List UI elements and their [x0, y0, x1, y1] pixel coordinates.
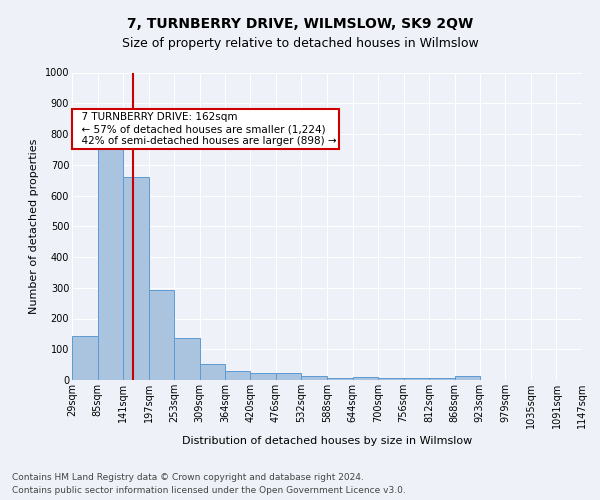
Bar	[455, 376, 480, 380]
Bar	[301, 376, 327, 380]
Bar	[250, 373, 276, 380]
Bar	[225, 371, 250, 380]
Text: Size of property relative to detached houses in Wilmslow: Size of property relative to detached ho…	[122, 38, 478, 51]
Bar	[123, 177, 149, 380]
Text: 7 TURNBERRY DRIVE: 162sqm
  ← 57% of detached houses are smaller (1,224)
  42% o: 7 TURNBERRY DRIVE: 162sqm ← 57% of detac…	[75, 112, 337, 146]
X-axis label: Distribution of detached houses by size in Wilmslow: Distribution of detached houses by size …	[182, 436, 472, 446]
Y-axis label: Number of detached properties: Number of detached properties	[29, 138, 39, 314]
Bar	[200, 364, 225, 380]
Bar	[174, 338, 200, 380]
Bar	[276, 373, 301, 380]
Text: Contains HM Land Registry data © Crown copyright and database right 2024.: Contains HM Land Registry data © Crown c…	[12, 474, 364, 482]
Bar	[429, 378, 455, 380]
Bar	[353, 377, 378, 380]
Text: 7, TURNBERRY DRIVE, WILMSLOW, SK9 2QW: 7, TURNBERRY DRIVE, WILMSLOW, SK9 2QW	[127, 18, 473, 32]
Bar	[327, 378, 353, 380]
Bar	[98, 141, 123, 380]
Bar	[378, 378, 404, 380]
Bar	[404, 378, 429, 380]
Bar	[72, 336, 98, 380]
Bar	[149, 290, 174, 380]
Text: Contains public sector information licensed under the Open Government Licence v3: Contains public sector information licen…	[12, 486, 406, 495]
